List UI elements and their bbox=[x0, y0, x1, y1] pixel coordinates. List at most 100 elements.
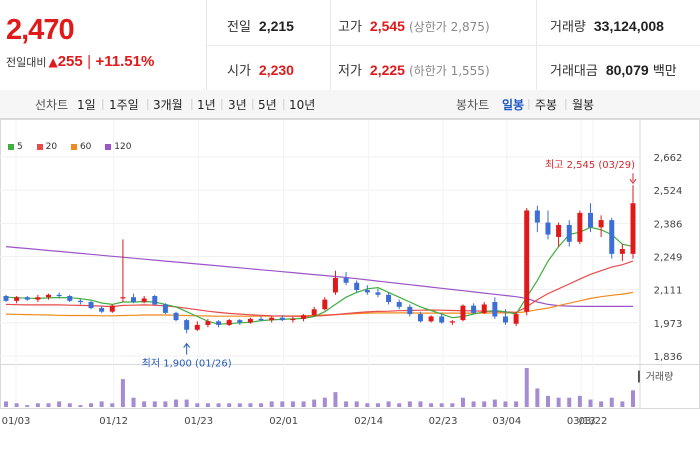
divider: | bbox=[220, 97, 224, 110]
stat-value: 80,079 bbox=[605, 62, 649, 78]
divider: | bbox=[282, 97, 286, 110]
divider: | bbox=[101, 97, 105, 110]
candle-body bbox=[609, 220, 615, 254]
stat-label: 거래량 bbox=[550, 20, 586, 35]
volume-bar bbox=[89, 403, 94, 407]
volume-bar bbox=[514, 401, 519, 407]
ma20-swatch bbox=[36, 144, 43, 150]
candle-body bbox=[216, 321, 222, 325]
candle-body bbox=[492, 302, 498, 317]
volume-bar bbox=[4, 401, 8, 407]
price-panel-frame bbox=[0, 119, 700, 365]
volume-bar bbox=[67, 403, 72, 407]
volume-bar bbox=[386, 401, 391, 407]
y-tick-label: 2,111 bbox=[654, 286, 683, 297]
volume-bar bbox=[290, 401, 295, 407]
ma-legend: 5 20 60 120 bbox=[5, 142, 139, 153]
stat-volume: 거래량 33,124,008 bbox=[550, 16, 664, 35]
candle-body bbox=[311, 309, 317, 316]
candle-body bbox=[3, 296, 9, 301]
candle-body bbox=[258, 318, 264, 321]
candle-body bbox=[184, 320, 190, 330]
candle-body bbox=[332, 277, 338, 293]
volume-bar bbox=[482, 401, 487, 407]
candle-body bbox=[566, 224, 572, 242]
stat-value: 2,225 bbox=[369, 62, 405, 78]
volume-bar bbox=[333, 392, 338, 407]
candle-body bbox=[14, 297, 20, 301]
volume-bar bbox=[492, 399, 497, 407]
stat-label: 거래대금 bbox=[550, 64, 598, 79]
monthly-candle-button[interactable]: 월봉 bbox=[572, 98, 595, 112]
candle-body bbox=[545, 222, 551, 235]
stat-upper-limit: (상한가 2,875) bbox=[408, 20, 490, 34]
candle-body bbox=[269, 317, 275, 321]
stat-label: 고가 bbox=[338, 20, 362, 35]
price-box: 2,470 전일대비 ▲255 | +11.51% bbox=[0, 0, 207, 90]
volume-bar bbox=[450, 403, 455, 407]
stat-label: 저가 bbox=[338, 64, 362, 79]
up-triangle-icon: ▲ bbox=[48, 55, 58, 69]
candle-body bbox=[471, 305, 477, 313]
stat-label: 시가 bbox=[227, 64, 251, 79]
candle-body bbox=[46, 294, 52, 298]
period-10y-button[interactable]: 10년 bbox=[289, 98, 316, 112]
volume-bar bbox=[35, 403, 40, 407]
chart-toolbar: 선차트 1일 | 1주일 | 3개월 | 1년 | 3년 | 5년 | 10년 … bbox=[0, 90, 700, 119]
candle-body bbox=[375, 292, 381, 295]
volume-bar bbox=[503, 401, 508, 407]
volume-bar bbox=[99, 401, 104, 407]
volume-bar bbox=[322, 397, 327, 407]
volume-panel-frame bbox=[0, 364, 700, 409]
period-5y-button[interactable]: 5년 bbox=[258, 98, 277, 112]
candle-body bbox=[343, 277, 349, 283]
volume-bar bbox=[354, 401, 359, 407]
period-3y-button[interactable]: 3년 bbox=[228, 98, 247, 112]
candle-body bbox=[173, 312, 179, 321]
y-tick-label: 2,662 bbox=[654, 153, 683, 164]
x-tick-label: 02/01 bbox=[269, 416, 298, 427]
candle-body bbox=[99, 308, 105, 312]
candle-body bbox=[428, 316, 434, 322]
volume-bar bbox=[397, 403, 402, 407]
volume-bar bbox=[184, 399, 189, 407]
candle-body bbox=[524, 210, 530, 312]
x-tick-label: 01/03 bbox=[2, 416, 31, 427]
candle-body bbox=[152, 296, 158, 305]
candle-body bbox=[354, 282, 360, 290]
ma5-line bbox=[5, 226, 634, 325]
ma60-swatch bbox=[70, 144, 77, 150]
period-3m-button[interactable]: 3개월 bbox=[153, 98, 183, 112]
volume-bar bbox=[120, 379, 125, 407]
period-1d-button[interactable]: 1일 bbox=[77, 98, 96, 112]
stat-prev-close: 전일 2,215 bbox=[227, 16, 294, 35]
ma20-line bbox=[5, 260, 634, 318]
volume-bar bbox=[312, 399, 317, 407]
volume-bar bbox=[57, 401, 62, 407]
stat-unit: 백만 bbox=[652, 63, 677, 78]
weekly-candle-button[interactable]: 주봉 bbox=[535, 98, 558, 112]
x-tick-label: 01/23 bbox=[184, 416, 213, 427]
volume-bar bbox=[259, 403, 264, 407]
volume-bar bbox=[269, 401, 274, 407]
volume-bar bbox=[216, 403, 221, 407]
volume-bar bbox=[301, 401, 306, 407]
period-1y-button[interactable]: 1년 bbox=[197, 98, 216, 112]
legend-ma20: 20 bbox=[45, 142, 58, 152]
candle-body bbox=[35, 297, 41, 300]
candle-body bbox=[481, 304, 487, 313]
period-1w-button[interactable]: 1주일 bbox=[109, 98, 139, 112]
daily-candle-button[interactable]: 일봉 bbox=[502, 98, 525, 112]
stat-trade-value: 거래대금 80,079 백만 bbox=[550, 60, 677, 79]
ma5-swatch bbox=[8, 144, 14, 150]
stat-label: 전일 bbox=[227, 20, 251, 35]
volume-bar bbox=[588, 399, 593, 407]
candle-body bbox=[630, 203, 636, 254]
volume-bar bbox=[365, 403, 370, 407]
candle-body bbox=[619, 249, 625, 254]
volume-bar bbox=[78, 405, 83, 407]
candle-body bbox=[24, 297, 30, 300]
legend-ma5: 5 bbox=[17, 142, 23, 152]
volume-bar bbox=[620, 401, 625, 407]
